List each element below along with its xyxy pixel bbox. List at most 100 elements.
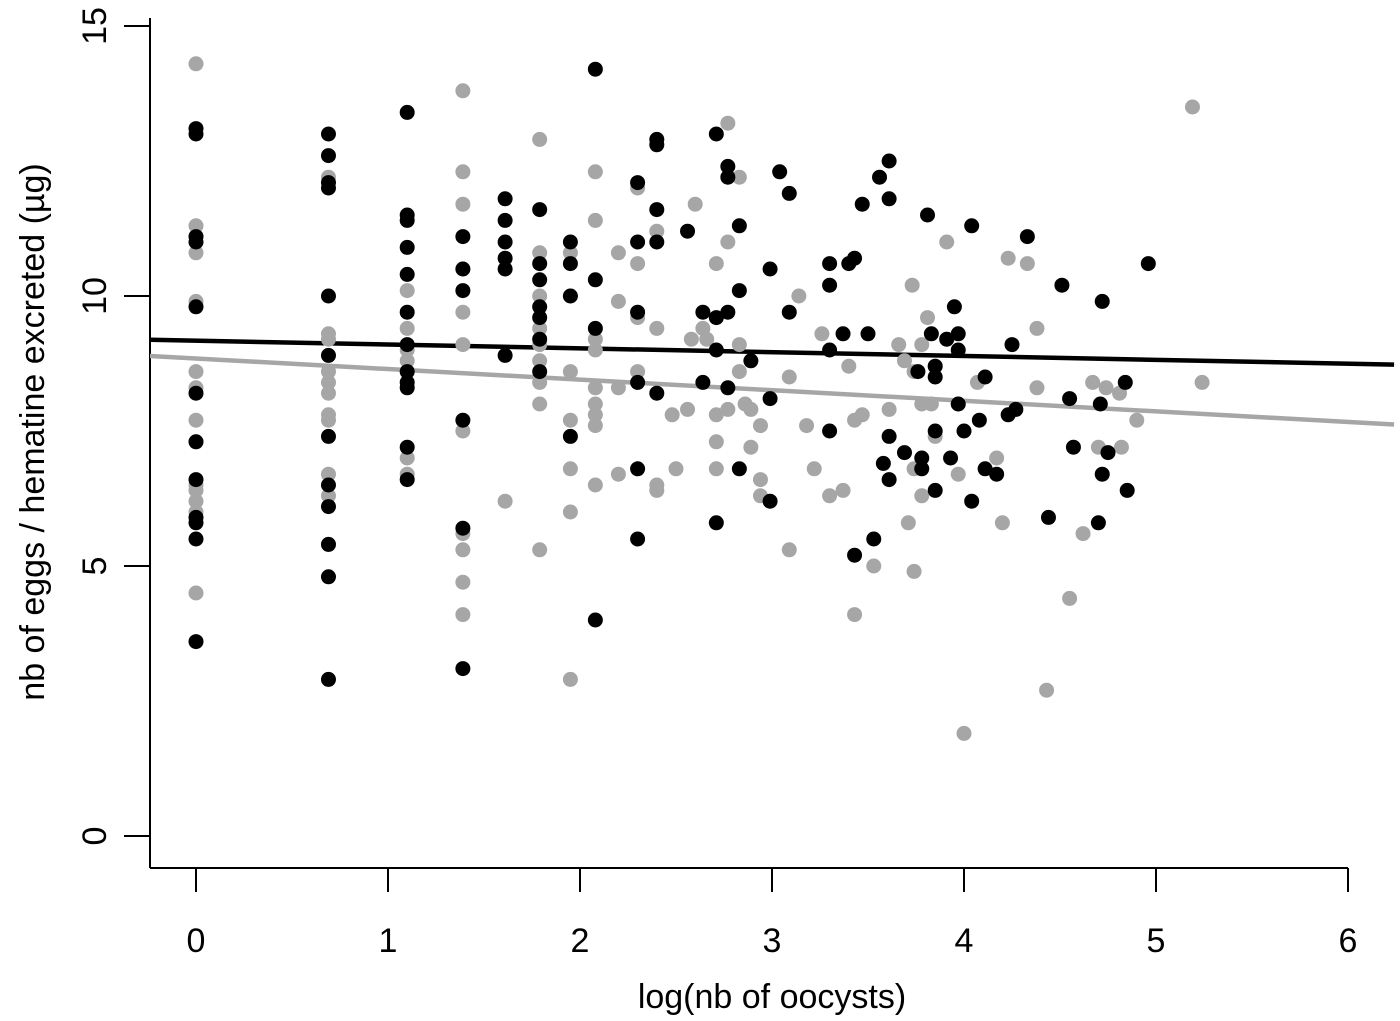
data-point (630, 175, 646, 191)
data-point (1029, 320, 1045, 336)
y-tick-label: 5 (76, 557, 114, 576)
data-point (687, 196, 703, 212)
data-point (708, 515, 724, 531)
data-point (1029, 380, 1045, 396)
data-point (455, 542, 471, 558)
data-point (781, 185, 797, 201)
data-point (188, 412, 204, 428)
data-point (881, 428, 897, 444)
data-point (630, 374, 646, 390)
data-point (822, 423, 838, 439)
data-point (532, 299, 548, 315)
data-point (866, 558, 882, 574)
data-point (989, 450, 1005, 466)
data-point (847, 547, 863, 563)
data-point (562, 671, 578, 687)
y-tick-label: 10 (76, 277, 114, 315)
data-point (1094, 293, 1110, 309)
data-point (587, 380, 603, 396)
data-point (772, 164, 788, 180)
data-point (762, 391, 778, 407)
data-point (188, 234, 204, 250)
data-point (1062, 391, 1078, 407)
data-point (320, 288, 336, 304)
data-point (532, 396, 548, 412)
data-point (399, 212, 415, 228)
data-point (1098, 380, 1114, 396)
data-point (1075, 526, 1091, 542)
data-point (1000, 250, 1016, 266)
data-point (188, 245, 204, 261)
data-point (587, 418, 603, 434)
data-point (708, 342, 724, 358)
data-point (532, 310, 548, 326)
data-point (1184, 99, 1200, 115)
data-point (320, 374, 336, 390)
data-point (927, 358, 943, 374)
data-point (971, 412, 987, 428)
data-point (320, 126, 336, 142)
data-point (762, 493, 778, 509)
data-point (532, 272, 548, 288)
data-point (881, 153, 897, 169)
data-point (720, 158, 736, 174)
data-point (532, 374, 548, 390)
data-point (399, 450, 415, 466)
data-point (904, 277, 920, 293)
data-point (914, 488, 930, 504)
data-point (881, 191, 897, 207)
data-point (731, 169, 747, 185)
data-point (532, 256, 548, 272)
data-point (320, 148, 336, 164)
data-point (835, 482, 851, 498)
data-point (872, 169, 888, 185)
data-point (532, 331, 548, 347)
data-point (680, 223, 696, 239)
data-point (399, 304, 415, 320)
data-point (532, 288, 548, 304)
data-point (680, 401, 696, 417)
data-point (910, 364, 926, 380)
data-point (532, 364, 548, 380)
data-point (497, 493, 513, 509)
data-point (532, 320, 548, 336)
data-point (610, 245, 626, 261)
data-point (562, 245, 578, 261)
data-point (964, 493, 980, 509)
data-point (1113, 439, 1129, 455)
data-point (649, 385, 665, 401)
data-point (841, 358, 857, 374)
data-point (781, 304, 797, 320)
data-point (920, 310, 936, 326)
axes: 0 1 2 3 4 5 6 0 5 10 15 (76, 7, 1357, 960)
data-point (1194, 374, 1210, 390)
data-point (994, 515, 1010, 531)
data-point (743, 401, 759, 417)
data-point (752, 418, 768, 434)
data-point (455, 283, 471, 299)
data-point (1129, 412, 1145, 428)
data-point (562, 428, 578, 444)
data-point (1085, 374, 1101, 390)
data-point (781, 542, 797, 558)
data-point (1004, 337, 1020, 353)
data-point (532, 353, 548, 369)
data-point (956, 423, 972, 439)
data-point (854, 407, 870, 423)
data-point (847, 607, 863, 623)
data-point (875, 455, 891, 471)
data-point (630, 531, 646, 547)
data-point (399, 337, 415, 353)
data-point (1019, 256, 1035, 272)
data-point (320, 536, 336, 552)
data-point (946, 299, 962, 315)
data-point (532, 131, 548, 147)
data-point (977, 461, 993, 477)
data-point (1008, 401, 1024, 417)
data-point (799, 418, 815, 434)
data-point (822, 277, 838, 293)
data-point (731, 218, 747, 234)
x-tick-label: 0 (187, 922, 206, 960)
data-point (649, 137, 665, 153)
